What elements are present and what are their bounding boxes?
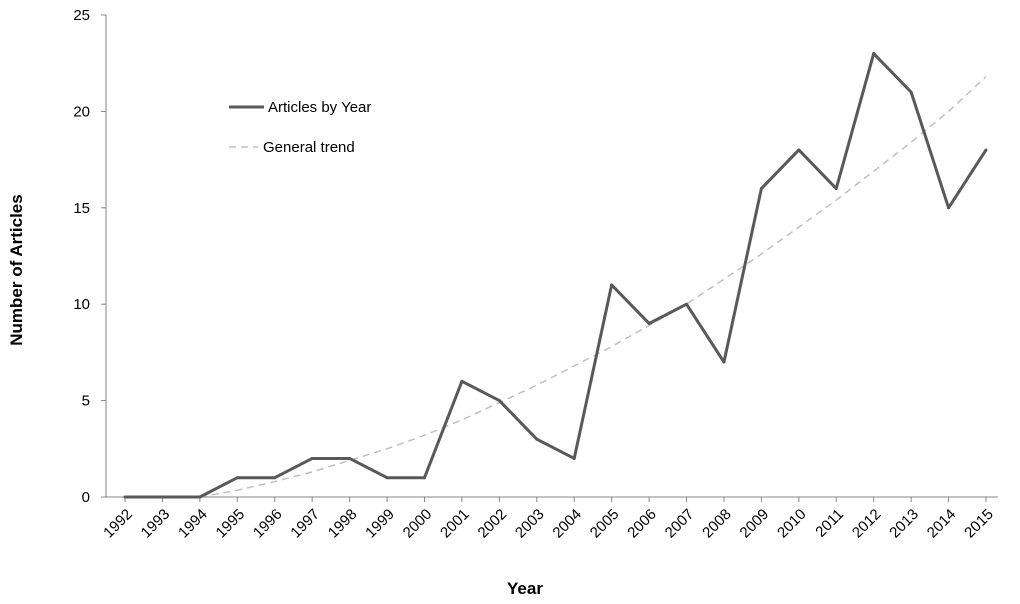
data-point [685, 302, 689, 306]
data-point [160, 495, 164, 499]
y-tick-label: 20 [73, 103, 90, 120]
data-point [123, 495, 127, 499]
data-point [348, 456, 352, 460]
x-tick-label: 1998 [325, 506, 361, 542]
x-tick-label: 2012 [849, 506, 885, 542]
data-point [872, 52, 876, 56]
data-point [310, 456, 314, 460]
x-tick-label: 2008 [699, 506, 735, 542]
data-point [909, 90, 913, 94]
x-tick-label: 1992 [100, 506, 136, 542]
data-point [722, 360, 726, 364]
series-line-articles-by-year [125, 52, 988, 499]
legend: Articles by Year General trend [229, 99, 371, 156]
x-tick-label: 2006 [624, 506, 660, 542]
x-tick-label: 2003 [512, 506, 548, 542]
x-tick-label: 2010 [774, 506, 810, 542]
data-point [273, 476, 277, 480]
legend-label-general-trend: General trend [263, 139, 355, 156]
x-tick-label: 2001 [437, 506, 473, 542]
x-tick-label: 2014 [924, 506, 960, 542]
x-tick-label: 2005 [587, 506, 623, 542]
data-point [610, 283, 614, 287]
x-tick-label: 1994 [175, 506, 211, 542]
data-point [385, 476, 389, 480]
data-point [235, 476, 239, 480]
x-axis-ticks: 1992 1993 1994 1995 1996 1997 1998 1999 2000 2001… [100, 497, 997, 541]
x-tick-label: 1995 [213, 506, 249, 542]
y-axis-ticks: 0 5 10 15 20 25 [73, 7, 106, 506]
x-tick-label: 1996 [250, 506, 286, 542]
x-tick-label: 2002 [475, 506, 511, 542]
x-tick-label: 1997 [287, 506, 323, 542]
data-point [460, 379, 464, 383]
y-tick-label: 10 [73, 296, 90, 313]
data-point [198, 495, 202, 499]
data-point [647, 321, 651, 325]
x-tick-label: 2013 [886, 506, 922, 542]
x-tick-label: 1993 [138, 506, 174, 542]
data-point [572, 456, 576, 460]
data-point [759, 187, 763, 191]
y-axis-title: Number of Articles [7, 194, 26, 345]
data-point [834, 187, 838, 191]
data-point [422, 476, 426, 480]
data-point [535, 437, 539, 441]
x-tick-label: 2000 [400, 506, 436, 542]
data-point [497, 399, 501, 403]
x-tick-label: 2011 [812, 506, 847, 541]
series-layer [123, 52, 988, 499]
y-tick-label: 15 [73, 200, 90, 217]
legend-label-articles-by-year: Articles by Year [268, 99, 371, 116]
axes [105, 15, 998, 498]
x-tick-label: 2004 [549, 506, 585, 542]
x-tick-label: 2009 [737, 506, 773, 542]
x-tick-label: 2007 [662, 506, 698, 542]
x-tick-label: 1999 [362, 506, 398, 542]
series-line-general-trend [199, 76, 987, 498]
y-tick-label: 5 [82, 393, 90, 410]
x-tick-label: 2015 [961, 506, 997, 542]
x-axis-title: Year [507, 579, 543, 598]
data-point [984, 148, 988, 152]
y-tick-label: 0 [82, 489, 90, 506]
data-point [797, 148, 801, 152]
y-tick-label: 25 [73, 7, 90, 24]
data-point [947, 206, 951, 210]
